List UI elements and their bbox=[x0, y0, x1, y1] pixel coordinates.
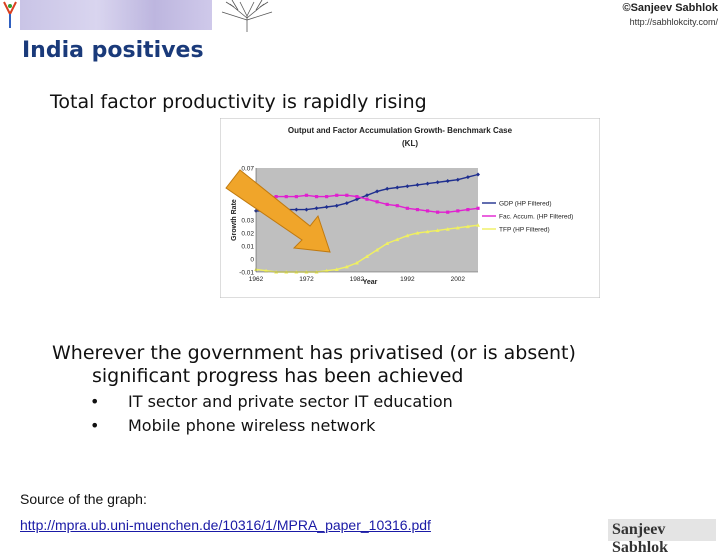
slide-subtitle: Total factor productivity is rapidly ris… bbox=[50, 91, 427, 113]
data-point bbox=[476, 206, 480, 210]
data-point bbox=[324, 268, 329, 273]
data-point bbox=[324, 205, 329, 209]
data-point bbox=[455, 177, 460, 182]
data-point bbox=[446, 210, 450, 214]
data-point bbox=[405, 233, 410, 238]
logo-icon bbox=[3, 1, 17, 28]
data-point bbox=[325, 195, 329, 199]
bullet-icon: • bbox=[90, 392, 100, 411]
data-point bbox=[385, 202, 389, 206]
x-tick-label: 1972 bbox=[299, 276, 314, 283]
bullet-text: Mobile phone wireless network bbox=[128, 416, 376, 435]
data-point bbox=[425, 181, 430, 186]
data-point bbox=[314, 195, 319, 199]
data-point bbox=[375, 247, 380, 252]
data-point bbox=[365, 254, 369, 258]
x-tick-label: 1992 bbox=[400, 276, 415, 283]
x-axis-label: Year bbox=[363, 279, 378, 286]
data-point bbox=[395, 185, 400, 190]
data-point bbox=[335, 193, 339, 197]
data-point bbox=[425, 229, 430, 234]
source-link[interactable]: http://mpra.ub.uni-muenchen.de/10316/1/M… bbox=[20, 517, 431, 533]
data-point bbox=[466, 208, 470, 212]
paragraph-line-1: Wherever the government has privatised (… bbox=[52, 342, 576, 364]
legend-label: Fac. Accum. (HP Filtered) bbox=[499, 214, 573, 221]
data-point bbox=[385, 241, 390, 245]
y-tick-label: 0.01 bbox=[241, 244, 254, 251]
data-point bbox=[476, 223, 480, 227]
y-tick-label: -0.01 bbox=[239, 270, 254, 277]
bullet-text: IT sector and private sector IT educatio… bbox=[128, 392, 453, 411]
source-label: Source of the graph: bbox=[20, 491, 147, 507]
data-point bbox=[334, 203, 339, 208]
paragraph-line-2: significant progress has been achieved bbox=[92, 365, 464, 387]
bullet-item: • Mobile phone wireless network bbox=[90, 416, 375, 435]
data-point bbox=[395, 204, 399, 208]
bullet-item: • IT sector and private sector IT educati… bbox=[90, 392, 453, 411]
data-point bbox=[314, 206, 319, 211]
chart-subtitle: (KL) bbox=[402, 139, 418, 148]
data-point bbox=[405, 206, 409, 210]
data-point bbox=[375, 189, 380, 194]
chart-svg: Output and Factor Accumulation Growth- B… bbox=[220, 118, 600, 298]
data-point bbox=[365, 193, 369, 198]
data-point bbox=[465, 175, 470, 180]
data-point bbox=[415, 208, 420, 212]
data-point bbox=[274, 195, 278, 199]
data-point bbox=[354, 260, 359, 265]
data-point bbox=[425, 209, 430, 213]
bullet-icon: • bbox=[90, 416, 100, 435]
logo-mark bbox=[0, 0, 20, 30]
y-tick-label: 0 bbox=[250, 257, 254, 264]
data-point bbox=[476, 172, 480, 177]
data-point bbox=[405, 184, 410, 189]
arrow-annotation bbox=[225, 169, 331, 253]
header-banner bbox=[0, 0, 212, 30]
y-tick-label: 0.02 bbox=[241, 231, 254, 238]
signature-text: Sanjeev Sabhlok bbox=[612, 521, 669, 556]
data-point bbox=[465, 224, 470, 229]
signature-box: Sanjeev Sabhlok bbox=[608, 519, 716, 556]
data-point bbox=[445, 179, 450, 183]
y-tick-label: 0.03 bbox=[241, 218, 254, 225]
copyright-text: ©Sanjeev Sabhlok bbox=[622, 2, 718, 14]
data-point bbox=[294, 195, 298, 199]
data-point bbox=[415, 182, 420, 187]
data-point bbox=[284, 195, 288, 199]
data-point bbox=[344, 201, 349, 206]
data-point bbox=[304, 193, 309, 197]
chart-container: Output and Factor Accumulation Growth- B… bbox=[220, 118, 600, 298]
y-axis-label: Growth Rate bbox=[231, 199, 238, 241]
chart-title: Output and Factor Accumulation Growth- B… bbox=[288, 126, 513, 135]
data-point bbox=[334, 267, 339, 271]
x-tick-label: 2002 bbox=[451, 276, 466, 283]
data-point bbox=[456, 209, 460, 213]
x-tick-label: 1982 bbox=[350, 276, 365, 283]
body-paragraph: Wherever the government has privatised (… bbox=[52, 342, 612, 388]
data-point bbox=[445, 227, 450, 231]
legend-label: GDP (HP Filtered) bbox=[499, 201, 552, 208]
data-point bbox=[304, 207, 309, 212]
data-point bbox=[344, 264, 349, 269]
website-text: http://sabhlokcity.com/ bbox=[629, 17, 718, 27]
data-point bbox=[264, 268, 269, 273]
legend-label: TFP (HP Filtered) bbox=[499, 227, 550, 234]
data-point bbox=[345, 193, 349, 197]
data-point bbox=[355, 195, 359, 199]
data-point bbox=[436, 210, 440, 214]
data-point bbox=[375, 200, 379, 204]
data-point bbox=[435, 180, 440, 185]
data-point bbox=[395, 237, 400, 242]
data-point bbox=[385, 186, 390, 191]
x-tick-label: 1962 bbox=[249, 276, 264, 283]
tree-illustration bbox=[221, 0, 273, 32]
data-point bbox=[294, 207, 299, 212]
y-tick-label: 0.07 bbox=[241, 166, 254, 173]
data-point bbox=[455, 225, 460, 230]
data-point bbox=[415, 231, 420, 235]
data-point bbox=[435, 228, 440, 232]
data-point bbox=[365, 197, 369, 201]
slide-title: India positives bbox=[22, 38, 204, 63]
banner-image bbox=[20, 0, 212, 30]
